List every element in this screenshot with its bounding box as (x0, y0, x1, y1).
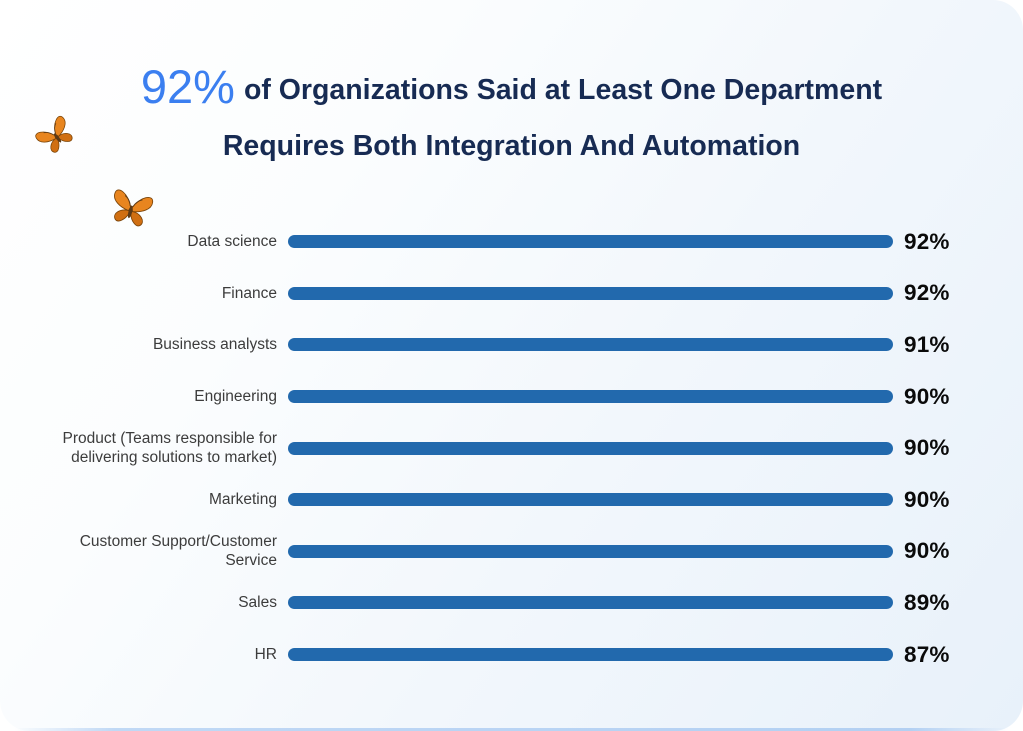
bar-row: Product (Teams responsible for delivering… (0, 422, 1023, 474)
bar-value: 92% (904, 280, 950, 306)
bar-track (288, 390, 893, 404)
butterfly-icon (103, 181, 159, 237)
bar (288, 441, 893, 455)
bar-label: Sales (238, 594, 277, 612)
bar-row: Finance 92% (0, 268, 1023, 320)
bar-row: Customer Support/Customer Service 90% (0, 526, 1023, 578)
bar-row: Engineering 90% (0, 371, 1023, 423)
bar-value: 92% (904, 228, 950, 254)
bar (288, 235, 893, 249)
bar-label: Engineering (194, 388, 277, 406)
bar-label: Data science (187, 233, 277, 251)
bar-track (288, 493, 893, 507)
bar-value: 87% (904, 641, 950, 667)
bar-value: 90% (904, 538, 950, 564)
bar-row: HR 87% (0, 629, 1023, 681)
bar-value: 90% (904, 486, 950, 512)
bar (288, 596, 893, 610)
bar-row: Sales 89% (0, 577, 1023, 629)
bar-value: 90% (904, 435, 950, 461)
bar-track (288, 286, 893, 300)
title-highlight-percent: 92% (140, 60, 235, 113)
title-text: of Organizations Said at Least One Depar… (243, 74, 883, 106)
bar-row: Data science 92% (0, 216, 1023, 268)
bar-row: Business analysts 91% (0, 319, 1023, 371)
butterfly-icon (28, 108, 84, 164)
bar-label: Business analysts (152, 336, 277, 354)
bar (288, 648, 893, 662)
title-line-1: 92% of Organizations Said at Least One De… (0, 62, 1023, 120)
bar-track (288, 596, 893, 610)
bar-value: 90% (904, 383, 950, 409)
bar-label: HR (254, 646, 277, 664)
title-line-2: Requires Both Integration And Automation (222, 130, 801, 162)
bar (288, 286, 893, 300)
card-bottom-edge (14, 728, 1009, 731)
bar-value: 91% (904, 331, 950, 357)
bar-value: 89% (904, 589, 950, 615)
bar-track (288, 338, 893, 352)
bar (288, 544, 893, 558)
bar-label: Finance (221, 284, 277, 302)
page-title: 92% of Organizations Said at Least One De… (0, 62, 1023, 163)
bar-track (288, 235, 893, 249)
bar (288, 390, 893, 404)
bar-label: Marketing (208, 491, 277, 509)
bar-track (288, 441, 893, 455)
bar-track (288, 544, 893, 558)
bar-label: Product (Teams responsible for delivering… (62, 430, 277, 467)
bar-track (288, 648, 893, 662)
bar-row: Marketing 90% (0, 474, 1023, 526)
bar-rows: Data science 92% Finance 92% Business an… (0, 216, 1023, 680)
bar (288, 493, 893, 507)
bar-label: Customer Support/Customer Service (79, 533, 277, 570)
bar (288, 338, 893, 352)
